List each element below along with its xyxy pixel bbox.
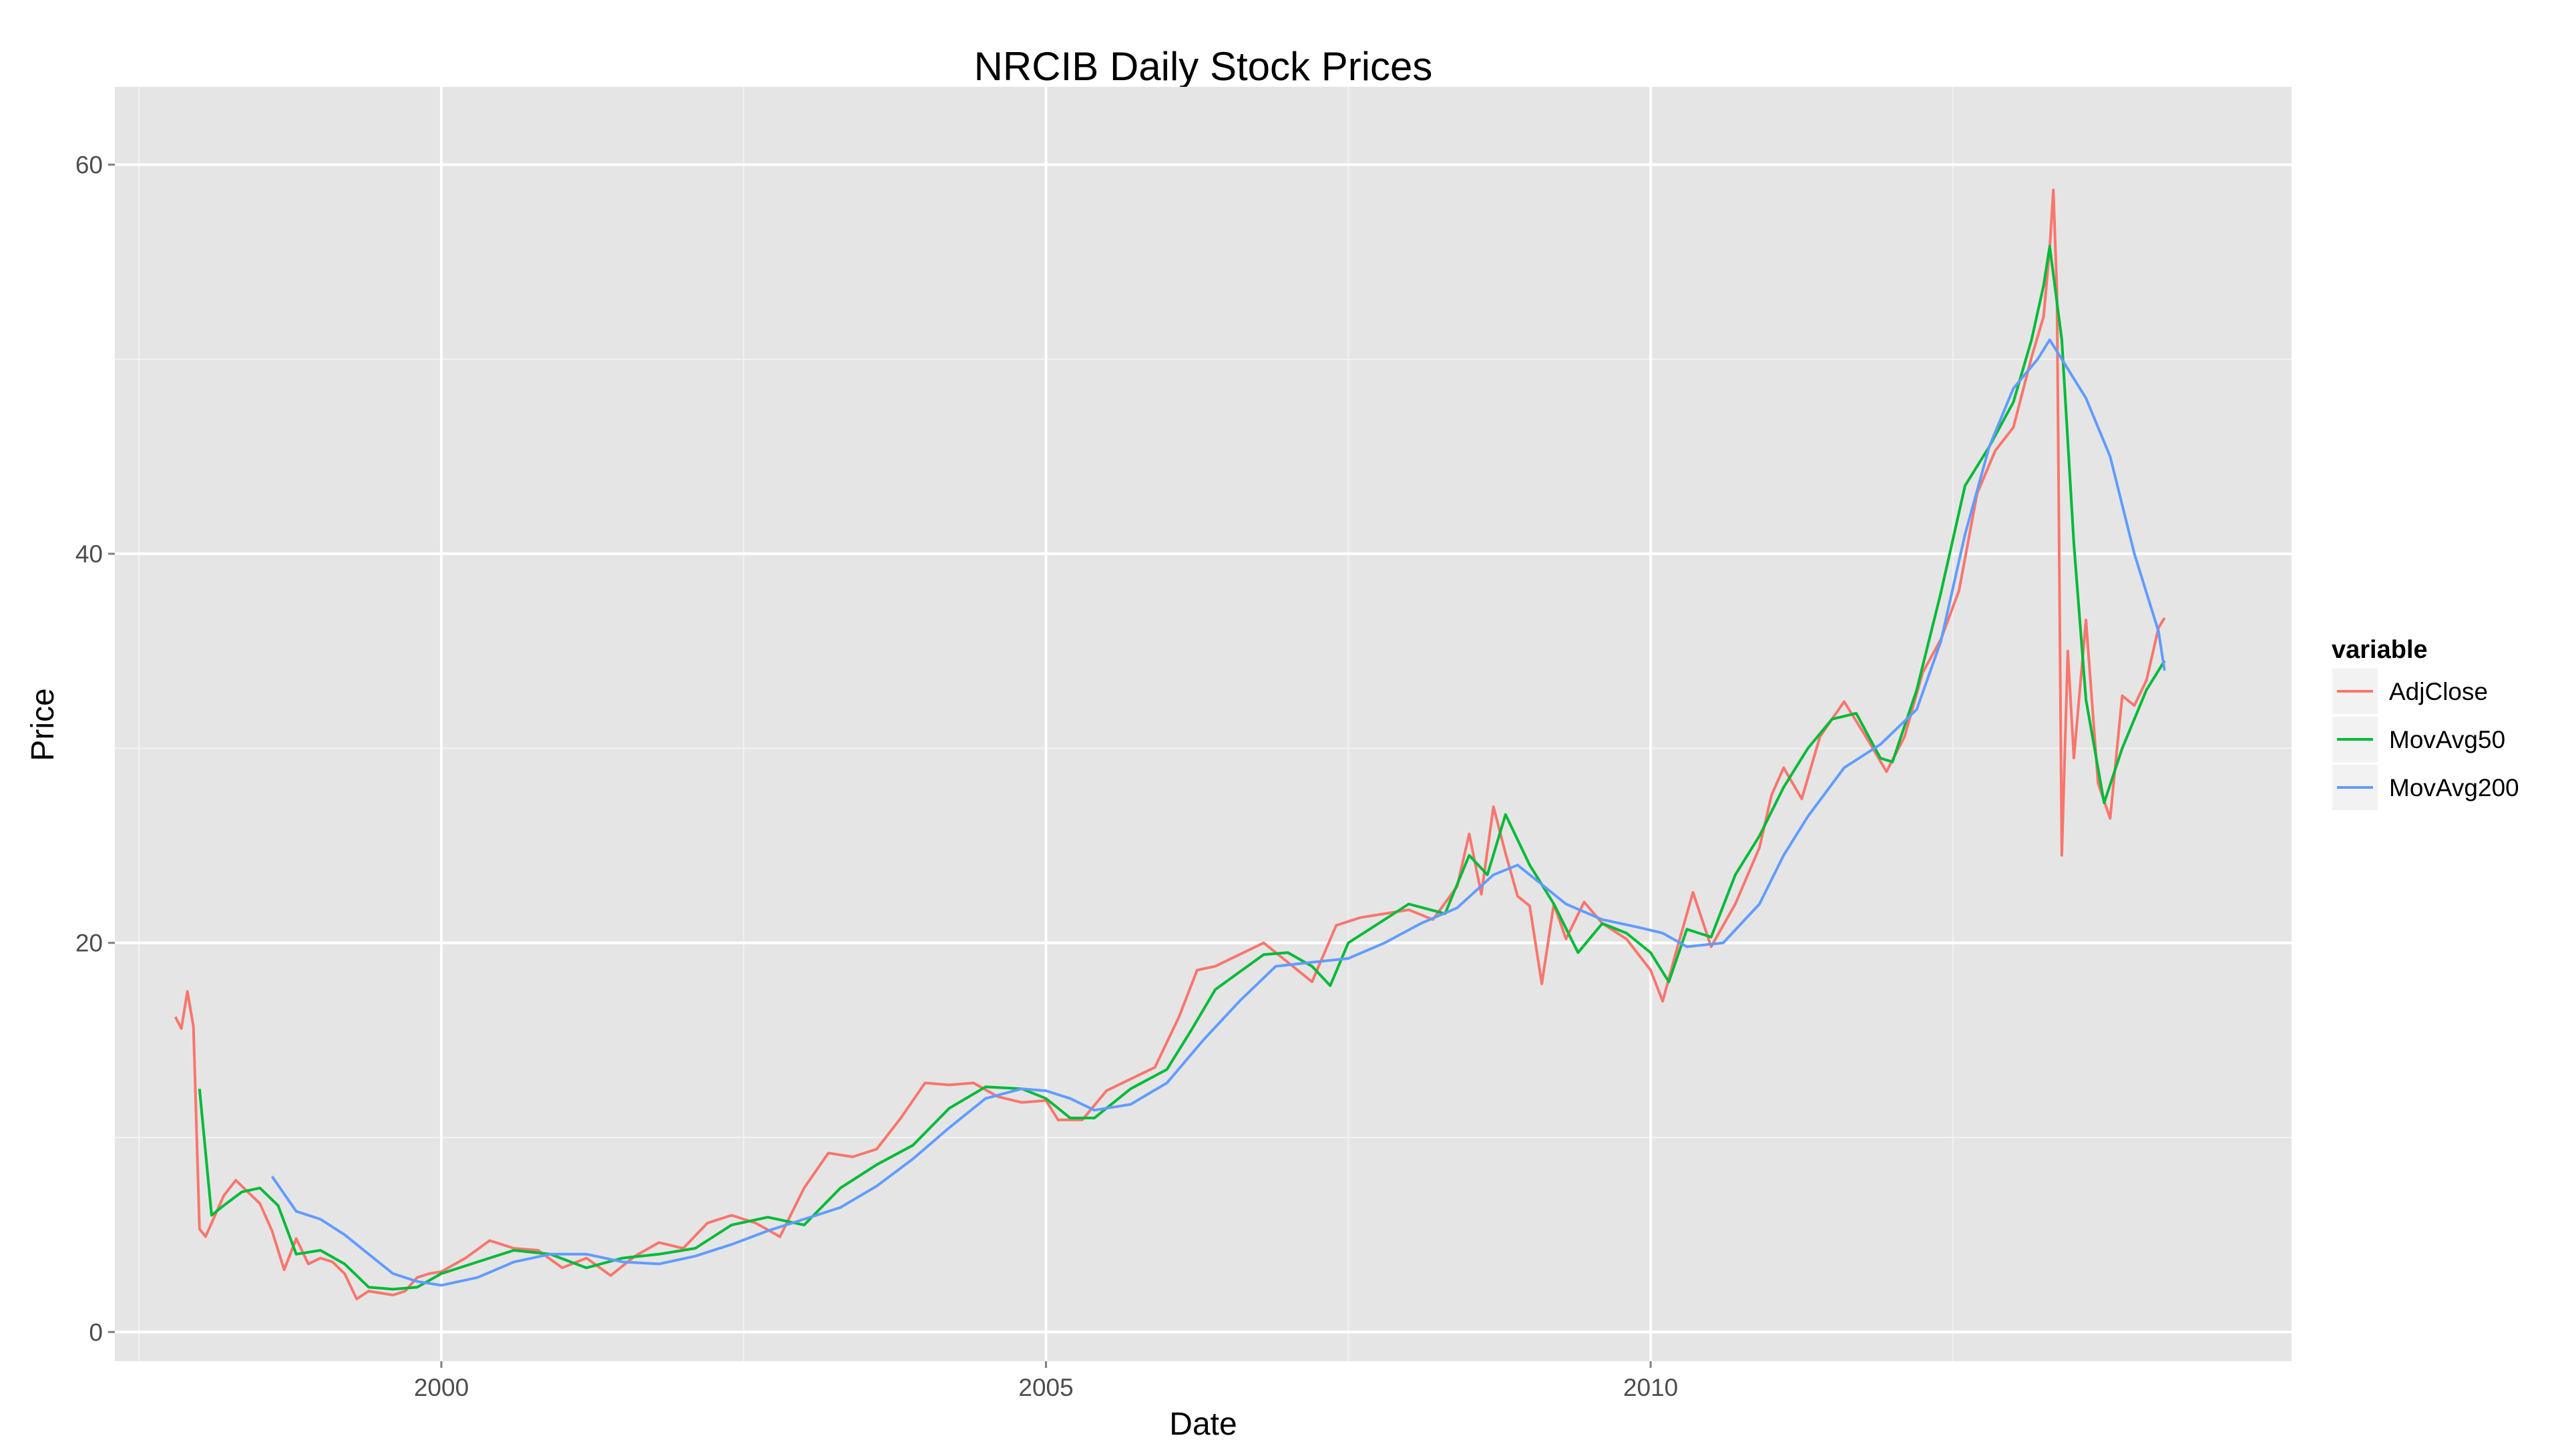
chart-title: NRCIB Daily Stock Prices (974, 44, 1433, 89)
y-tick-label: 0 (89, 1318, 103, 1346)
series-line-adjclose (174, 188, 2166, 1300)
plot-panel-background (115, 87, 2292, 1361)
x-axis-title: Date (1169, 1407, 1237, 1442)
legend-label: MovAvg50 (2389, 726, 2505, 753)
y-tick-label: 60 (75, 152, 103, 179)
legend-title: variable (2332, 636, 2428, 664)
series-line-movavg200 (270, 338, 2166, 1287)
legend-label: AdjClose (2389, 678, 2488, 705)
legend: variable AdjClose MovAvg50 MovAvg200 (2331, 636, 2519, 811)
x-tick-label: 2000 (414, 1374, 469, 1401)
legend-entry: MovAvg200 (2331, 763, 2519, 811)
legend-entry: AdjClose (2331, 667, 2488, 715)
y-axis-title: Price (25, 688, 61, 761)
x-tick-label: 2010 (1623, 1374, 1678, 1401)
y-tick-label: 40 (75, 540, 103, 568)
plot-area: 2000 2005 2010 0 20 40 60 (75, 87, 2292, 1401)
x-tick-label: 2005 (1018, 1374, 1073, 1401)
legend-label: MovAvg200 (2389, 774, 2519, 801)
legend-entry: MovAvg50 (2331, 715, 2505, 763)
series-line-movavg50 (198, 244, 2166, 1291)
y-tick-label: 20 (75, 930, 103, 957)
